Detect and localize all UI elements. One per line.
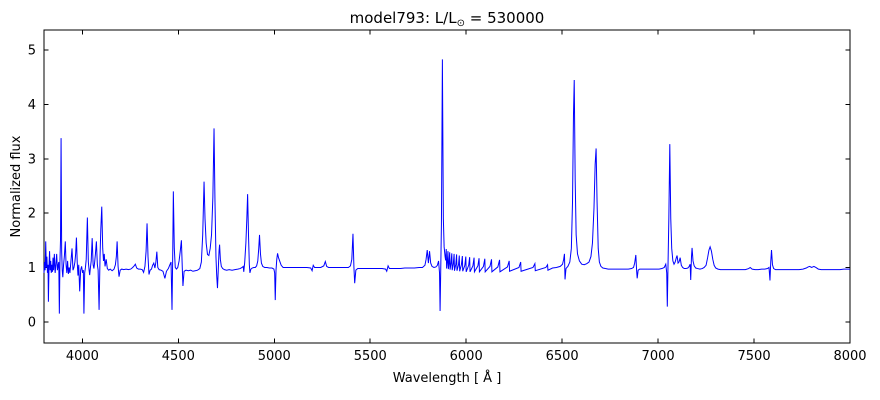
x-tick-label: 7000	[642, 349, 675, 364]
x-tick-label: 7500	[738, 349, 771, 364]
solar-symbol: ⊙	[457, 18, 465, 29]
y-tick-label: 3	[28, 152, 36, 167]
x-tick-label: 6000	[450, 349, 483, 364]
x-tick-label: 6500	[546, 349, 579, 364]
plot-title-text: model793: L/L	[350, 9, 458, 27]
plot-title-value: = 530000	[465, 9, 544, 27]
x-tick-label: 4000	[66, 349, 99, 364]
plot-title: model793: L/L⊙ = 530000	[350, 9, 545, 29]
plot-frame	[43, 29, 851, 344]
y-axis-label: Normalized flux	[9, 135, 24, 237]
x-tick-label: 8000	[833, 349, 866, 364]
y-tick-label: 5	[28, 44, 36, 59]
tick-marks	[44, 30, 851, 343]
tick-labels: 4000 4500 5000 5500 6000 6500 7000 7500 8000 0 1 2 3…	[28, 44, 867, 364]
y-tick-label: 0	[28, 315, 36, 330]
spectrum-line	[43, 59, 850, 314]
x-tick-label: 5000	[258, 349, 291, 364]
y-tick-label: 1	[28, 261, 36, 276]
y-tick-label: 2	[28, 207, 36, 222]
x-axis-label: Wavelength [ Å ]	[393, 370, 502, 386]
x-tick-label: 4500	[162, 349, 195, 364]
x-tick-label: 5500	[354, 349, 387, 364]
y-tick-label: 4	[28, 98, 36, 113]
